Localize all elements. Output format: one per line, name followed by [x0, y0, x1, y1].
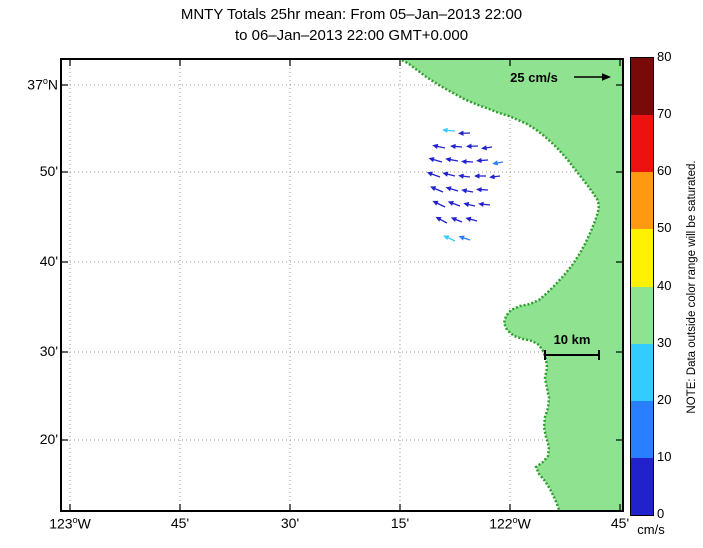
- x-tick-label: 15': [390, 515, 410, 531]
- current-vector-head: [432, 143, 439, 149]
- colorbar-segment: [631, 286, 653, 344]
- current-vector-head: [461, 188, 468, 194]
- current-vector-head: [432, 200, 439, 206]
- x-tick-label: 45': [610, 515, 630, 531]
- figure-title-line1: MNTY Totals 25hr mean: From 05–Jan–2013 …: [180, 6, 523, 23]
- y-tick-label: 40': [39, 253, 58, 269]
- current-vector-head: [430, 186, 437, 192]
- y-tick-label: 20': [39, 431, 58, 447]
- current-vector-shaft: [435, 202, 446, 208]
- colorbar-tick-label: 80: [657, 49, 672, 64]
- colorbar: [630, 57, 654, 516]
- current-vector-head: [476, 157, 482, 164]
- current-vector-head: [476, 187, 482, 193]
- colorbar-segment: [631, 343, 653, 401]
- current-vector-head: [445, 157, 452, 163]
- colorbar-unit-label: cm/s: [637, 522, 665, 537]
- distance-scale-label: 10 km: [554, 332, 591, 347]
- current-vector-shaft: [436, 145, 446, 149]
- current-vector-shaft: [433, 187, 444, 193]
- current-vector-shaft: [430, 172, 441, 178]
- current-vector-head: [466, 143, 472, 149]
- current-vector-head: [478, 201, 484, 207]
- x-tick-label: 122oW: [489, 515, 531, 532]
- y-tick-label: 30': [39, 343, 58, 359]
- current-vector-head: [458, 235, 465, 241]
- current-vector-head: [442, 171, 449, 177]
- colorbar-tick-label: 40: [657, 277, 672, 293]
- current-vector-head: [450, 143, 456, 150]
- colorbar-segment: [631, 115, 653, 173]
- current-vector-head: [450, 217, 457, 222]
- colorbar-tick-label: 50: [657, 220, 672, 236]
- current-vector-head: [463, 202, 470, 208]
- current-vector-head: [465, 216, 472, 222]
- colorbar-tick-label: 10: [657, 448, 672, 464]
- current-vector-head: [442, 127, 448, 133]
- current-vector-head: [426, 171, 433, 177]
- colorbar-segment: [631, 457, 653, 515]
- colorbar-tick-label: 30: [657, 334, 672, 350]
- current-vector-head: [428, 157, 435, 163]
- land-polygon: [402, 60, 622, 510]
- x-tick-label: 30': [280, 515, 300, 531]
- current-vector-head: [458, 130, 464, 136]
- speed-scale-arrowhead: [602, 73, 611, 81]
- current-vector-head: [492, 160, 499, 166]
- current-vector-head: [443, 235, 450, 241]
- colorbar-segment: [631, 58, 653, 116]
- current-vector-head: [435, 216, 442, 222]
- current-vector-shaft: [438, 218, 448, 224]
- current-vector-head: [461, 159, 467, 165]
- map-axes: 25 cm/s 10 km: [60, 58, 624, 512]
- colorbar-tick-label: 0: [657, 506, 665, 521]
- figure-title-line2: to 06–Jan–2013 22:00 GMT+0.000: [234, 27, 469, 44]
- colorbar-tick-label: 60: [657, 163, 672, 179]
- colorbar-segment: [631, 172, 653, 230]
- current-vector-head: [481, 145, 487, 151]
- current-vector-shaft: [432, 158, 443, 163]
- colorbar-segment: [631, 229, 653, 287]
- current-vector-head: [474, 173, 480, 179]
- current-vector-head: [458, 173, 464, 179]
- x-tick-label: 45': [170, 515, 190, 531]
- y-tick-label: 50': [39, 163, 58, 179]
- x-tick-label: 123oW: [49, 515, 91, 532]
- colorbar-note: NOTE: Data outside color range will be s…: [686, 160, 698, 414]
- current-vector-head: [445, 186, 452, 192]
- current-vector-head: [447, 200, 454, 206]
- colorbar-segment: [631, 400, 653, 458]
- colorbar-tick-label: 70: [657, 106, 672, 122]
- speed-scale-label: 25 cm/s: [510, 70, 558, 85]
- colorbar-tick-label: 20: [657, 391, 672, 407]
- y-tick-label: 37oN: [27, 76, 58, 93]
- map-svg: 25 cm/s 10 km: [62, 60, 622, 510]
- current-vector-head: [489, 174, 495, 180]
